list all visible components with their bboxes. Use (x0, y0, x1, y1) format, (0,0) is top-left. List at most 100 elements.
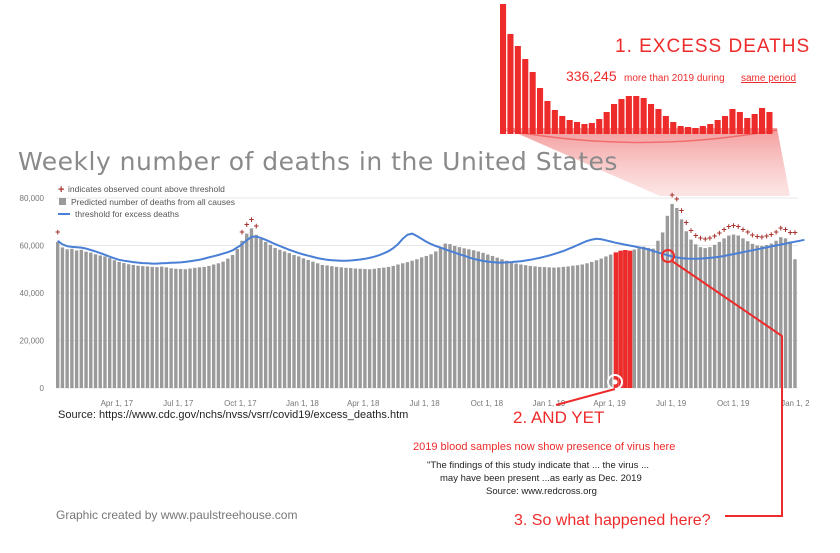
highlight-bar (623, 250, 628, 388)
zoom-threshold-curve (504, 129, 778, 144)
bar (193, 267, 197, 388)
observed-marker: + (244, 220, 249, 230)
observed-markers: ++++++++++++++++++++++++++++++++++++ (55, 0, 816, 244)
highlight-bar (618, 250, 623, 388)
bar (74, 250, 79, 388)
zoom-bar (655, 109, 662, 134)
bar (178, 269, 183, 388)
bar (642, 246, 646, 388)
bar (547, 267, 551, 388)
bar (608, 254, 613, 388)
bar (107, 258, 112, 388)
bar (159, 266, 164, 388)
bar (141, 266, 145, 388)
bar (164, 267, 169, 388)
bar (452, 245, 457, 388)
zoom-bar (611, 104, 618, 134)
bar (471, 250, 476, 388)
observed-marker: + (778, 223, 783, 233)
bar (585, 263, 589, 388)
x-tick-label: Oct 1, 19 (717, 399, 750, 408)
x-tick-label: Apr 1, 19 (593, 399, 626, 408)
observed-marker: + (807, 0, 812, 2)
bar (70, 248, 74, 388)
zoom-bar (729, 109, 736, 134)
bar (98, 255, 102, 388)
observed-marker: + (802, 0, 807, 2)
zoom-bar (537, 88, 544, 134)
bar (755, 245, 759, 388)
x-tick-label: Jan 1, 2 (781, 399, 810, 408)
bar (112, 260, 117, 388)
bar (249, 228, 254, 388)
bar (377, 268, 381, 388)
bar (419, 257, 424, 389)
bar (637, 248, 641, 388)
bar (268, 244, 273, 388)
bar (519, 264, 523, 388)
zoom-bar (507, 34, 514, 134)
zoom-bar (662, 116, 669, 134)
excess-zoom-bars (500, 4, 773, 134)
bar (65, 249, 69, 388)
bar (495, 257, 499, 388)
quote-source: Source: www.redcross.org (486, 486, 597, 497)
bar (306, 259, 310, 388)
observed-marker: + (712, 231, 717, 241)
zoom-bar (551, 110, 558, 134)
observed-marker: + (726, 222, 731, 232)
bar (339, 267, 343, 388)
bar (150, 266, 154, 389)
zoom-bar (625, 96, 632, 134)
bar (183, 269, 188, 388)
bar (155, 267, 159, 388)
bar (386, 266, 391, 389)
bar (575, 265, 580, 388)
bar (736, 235, 740, 388)
bar (694, 244, 698, 388)
bar (571, 265, 575, 388)
bar (207, 265, 211, 388)
quote-line-2: may have been present ...as early as Dec… (440, 473, 642, 484)
bar (93, 254, 98, 388)
observed-marker: + (788, 228, 793, 238)
dec-2019-marker-dot (612, 379, 618, 385)
bar (122, 263, 126, 388)
bar (717, 241, 722, 388)
bar (490, 255, 495, 388)
excess-deaths-count: 336,245 (566, 68, 617, 84)
zoom-bar (736, 112, 743, 134)
x-tick-label: Jan 1, 18 (286, 399, 319, 408)
observed-marker: + (684, 217, 689, 227)
bar (504, 260, 509, 388)
bar (353, 268, 358, 388)
bar (665, 215, 670, 388)
bar (136, 265, 140, 388)
mid-2020-marker (661, 249, 675, 263)
legend-bar-swatch (59, 198, 66, 205)
bar (561, 266, 566, 389)
bar (774, 240, 778, 388)
excess-deaths-title: 1. EXCESS DEATHS (615, 36, 810, 57)
zoom-bar (699, 126, 706, 134)
zoom-bar (514, 46, 521, 134)
bar (675, 207, 679, 388)
bar (514, 263, 518, 388)
bar (79, 249, 84, 388)
observed-marker: + (792, 228, 797, 238)
bar (211, 264, 216, 388)
bar (344, 267, 348, 388)
bar (424, 255, 429, 388)
bar (727, 235, 731, 388)
bar (760, 245, 764, 388)
bar (221, 261, 225, 388)
bar (245, 233, 249, 389)
bar (358, 268, 362, 388)
observed-marker: + (773, 227, 778, 237)
bar (509, 262, 514, 389)
zoom-bar (714, 120, 721, 134)
bar (594, 260, 599, 388)
bar (84, 251, 88, 388)
threshold-line (57, 232, 805, 265)
zoom-bar (522, 59, 529, 134)
